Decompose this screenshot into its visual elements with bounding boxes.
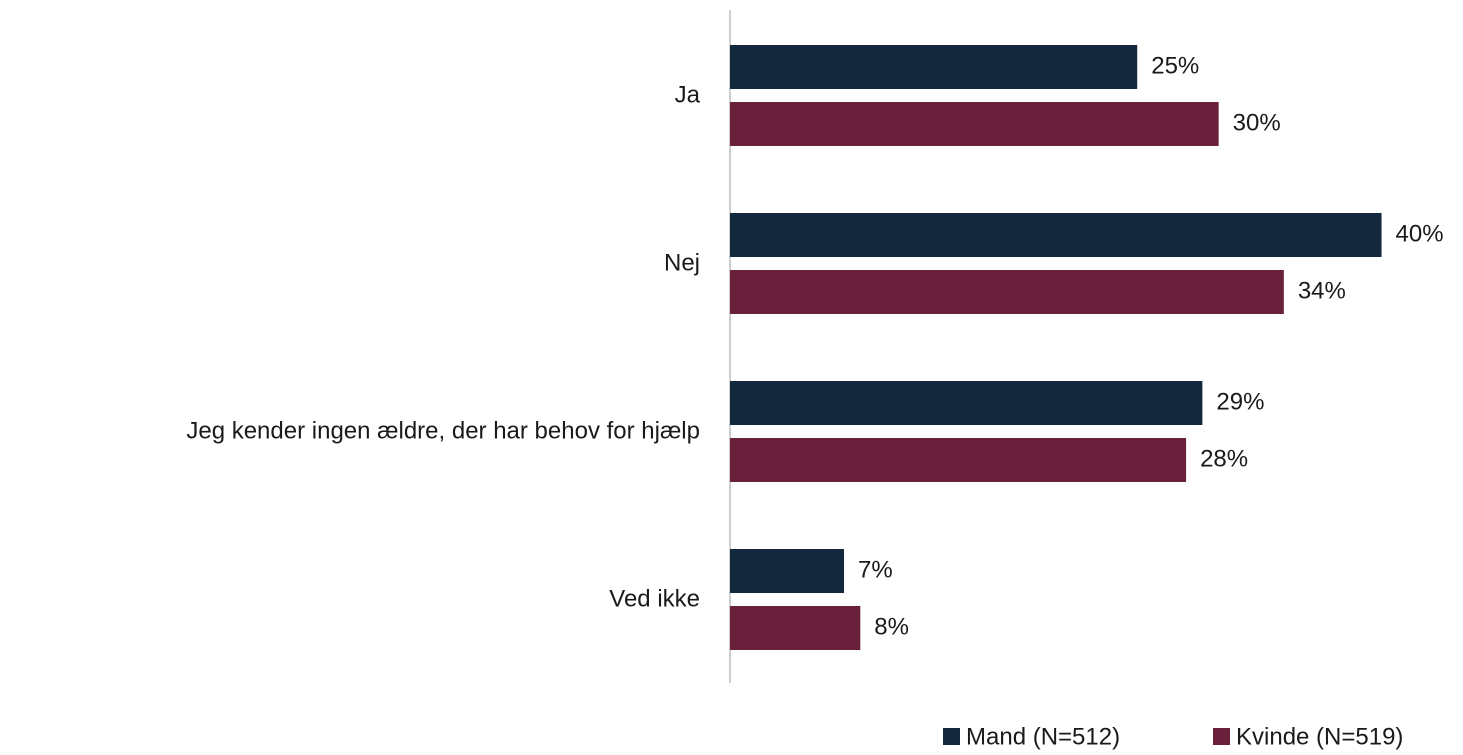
legend-label: Mand (N=512) (966, 723, 1120, 750)
data-label: 25% (1151, 52, 1199, 79)
legend-swatch (943, 728, 960, 745)
category-label: Nej (664, 249, 700, 276)
category-label: Jeg kender ingen ældre, der har behov fo… (186, 417, 700, 444)
legend-swatch (1213, 728, 1230, 745)
legend-label: Kvinde (N=519) (1236, 723, 1403, 750)
data-label: 40% (1396, 220, 1444, 247)
bar (730, 438, 1187, 482)
bar (730, 102, 1219, 146)
bar (730, 549, 845, 593)
bar (730, 381, 1203, 425)
data-label: 28% (1200, 445, 1248, 472)
data-label: 30% (1233, 109, 1281, 136)
category-label: Ved ikke (609, 585, 700, 612)
category-label: Ja (675, 81, 701, 108)
data-label: 29% (1216, 388, 1264, 415)
bar (730, 606, 861, 650)
data-label: 34% (1298, 277, 1346, 304)
bar (730, 213, 1382, 257)
data-label: 8% (874, 613, 909, 640)
data-label: 7% (858, 556, 893, 583)
bar (730, 45, 1138, 89)
bar (730, 270, 1284, 314)
